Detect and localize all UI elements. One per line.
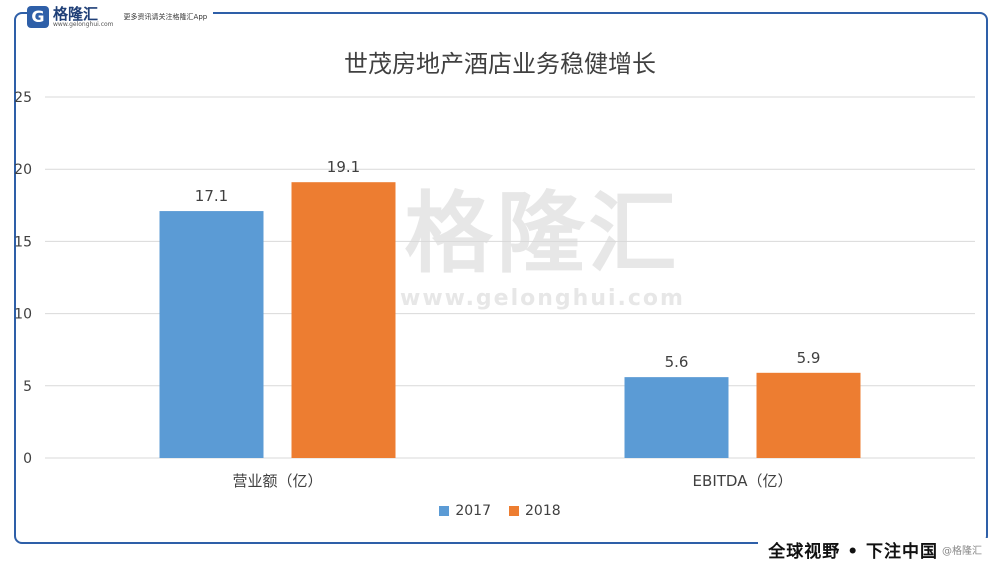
y-tick-label: 0 bbox=[23, 451, 32, 467]
data-label: 5.9 bbox=[797, 349, 821, 367]
logo-name: 格隆汇 bbox=[53, 4, 99, 23]
y-tick-label: 20 bbox=[14, 162, 32, 178]
y-tick-label: 25 bbox=[14, 90, 32, 106]
legend-item-2018: 2018 bbox=[509, 503, 561, 519]
logo-text: 格隆汇 www.gelonghui.com bbox=[53, 4, 114, 28]
banner-text: 全球视野 • 下注中国 bbox=[768, 541, 938, 562]
banner-handle: @格隆汇 bbox=[942, 545, 982, 557]
data-label: 19.1 bbox=[327, 158, 360, 176]
logo-icon: G bbox=[27, 6, 49, 28]
slogan-banner: 全球视野 • 下注中国 @格隆汇 bbox=[758, 538, 992, 562]
bar-2018 bbox=[291, 182, 396, 459]
chart-legend: 2017 2018 bbox=[0, 503, 1000, 519]
category-label: 营业额（亿） bbox=[232, 472, 322, 490]
logo-url: www.gelonghui.com bbox=[53, 20, 114, 28]
y-tick-label: 15 bbox=[14, 234, 32, 250]
logo-tagline: 更多资讯请关注格隆汇App bbox=[123, 13, 208, 21]
bar-2017 bbox=[624, 377, 729, 458]
bar-2018 bbox=[756, 372, 861, 458]
legend-label: 2018 bbox=[525, 503, 561, 519]
legend-swatch bbox=[509, 506, 519, 516]
y-tick-label: 10 bbox=[14, 307, 32, 323]
chart-title: 世茂房地产酒店业务稳健增长 bbox=[344, 50, 656, 78]
bar-2017 bbox=[159, 211, 264, 458]
legend-item-2017: 2017 bbox=[439, 503, 491, 519]
data-label: 17.1 bbox=[195, 187, 228, 205]
y-tick-label: 5 bbox=[23, 379, 32, 395]
category-label: EBITDA（亿） bbox=[693, 472, 793, 490]
data-label: 5.6 bbox=[665, 353, 689, 371]
legend-swatch bbox=[439, 506, 450, 516]
brand-logo: G 格隆汇 www.gelonghui.com 更多资讯请关注格隆汇App bbox=[27, 4, 214, 30]
legend-label: 2017 bbox=[455, 503, 491, 519]
